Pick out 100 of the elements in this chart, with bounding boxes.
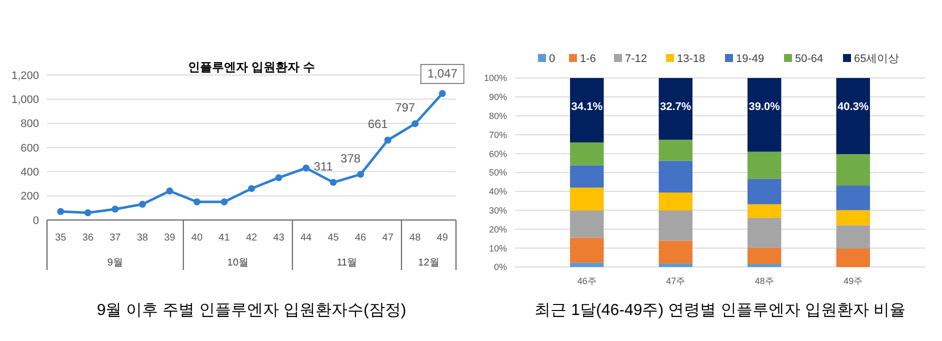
data-label: 311 bbox=[314, 159, 334, 174]
x-tick-label: 44 bbox=[300, 232, 312, 244]
point bbox=[357, 170, 364, 178]
bar bbox=[658, 140, 692, 161]
x-tick-label: 49주 bbox=[844, 276, 863, 286]
bar bbox=[658, 160, 692, 193]
legend-label: 0 bbox=[549, 52, 556, 65]
bar bbox=[748, 152, 782, 179]
x-tick-label: 35 bbox=[55, 232, 67, 244]
y-tick-label: 0 bbox=[32, 214, 39, 227]
data-label: 40.3% bbox=[838, 100, 869, 113]
x-tick-label: 39 bbox=[164, 232, 176, 244]
y-tick-label: 1,200 bbox=[11, 70, 39, 82]
bar bbox=[836, 186, 870, 210]
y-tick-label: 60% bbox=[488, 148, 507, 159]
y-tick-label: 70% bbox=[488, 130, 507, 140]
text: 최근 1달(46-49주) 연령별 인플루엔자 입원환자 비율 bbox=[534, 302, 906, 319]
point bbox=[275, 174, 282, 182]
x-tick-label: 48주 bbox=[754, 276, 774, 286]
text: 10월 bbox=[227, 258, 248, 268]
text: 12월 bbox=[418, 258, 440, 268]
y-tick-label: 1,000 bbox=[11, 94, 39, 106]
bar bbox=[658, 210, 692, 241]
bar bbox=[570, 142, 604, 166]
y-tick-label: 600 bbox=[20, 142, 39, 154]
chart-title: 인플루엔자 입원환자 수 bbox=[188, 60, 315, 74]
x-tick-label: 42 bbox=[246, 232, 258, 244]
point bbox=[193, 198, 200, 206]
y-tick-label: 100% bbox=[484, 73, 507, 84]
y-tick-label: 0% bbox=[494, 262, 507, 272]
bar bbox=[658, 192, 692, 210]
data-label: 1,047 bbox=[427, 66, 458, 80]
bar bbox=[570, 78, 604, 142]
y-tick-label: 800 bbox=[20, 118, 39, 130]
x-tick-label: 46주 bbox=[577, 276, 596, 286]
legend-label: 1-6 bbox=[580, 52, 596, 65]
bar bbox=[748, 78, 782, 152]
x-tick-label: 48 bbox=[410, 232, 422, 244]
y-tick-label: 400 bbox=[20, 166, 39, 179]
text: 9월 이후 주별 인플루엔자 입원환자수(잠정) bbox=[96, 302, 406, 319]
y-tick-label: 30% bbox=[488, 205, 507, 216]
data-label: 661 bbox=[368, 117, 388, 132]
bar bbox=[748, 248, 782, 264]
y-tick-label: 40% bbox=[488, 186, 507, 197]
point bbox=[384, 136, 392, 144]
point bbox=[138, 200, 146, 208]
x-tick-label: 47주 bbox=[666, 276, 686, 286]
bar bbox=[836, 154, 870, 186]
y-tick-label: 50% bbox=[488, 168, 507, 178]
point bbox=[112, 206, 119, 213]
point bbox=[166, 188, 174, 194]
data-label: 32.7% bbox=[660, 100, 692, 113]
y-tick-label: 80% bbox=[488, 110, 507, 121]
point bbox=[220, 198, 228, 206]
point bbox=[302, 164, 310, 172]
bar bbox=[836, 225, 870, 248]
point bbox=[412, 120, 419, 128]
y-tick-label: 20% bbox=[488, 224, 507, 234]
bar bbox=[570, 238, 604, 263]
bar bbox=[658, 240, 692, 264]
bar bbox=[836, 210, 870, 226]
bar bbox=[658, 78, 692, 140]
data-label: 34.1% bbox=[571, 100, 603, 113]
bar bbox=[570, 188, 604, 210]
bar bbox=[836, 248, 870, 267]
point bbox=[248, 185, 255, 192]
bar bbox=[570, 210, 604, 238]
bar bbox=[570, 262, 604, 267]
legend-label: 7-12 bbox=[625, 52, 648, 65]
y-tick-label: 90% bbox=[488, 92, 507, 102]
legend-label: 65세이상 bbox=[854, 52, 900, 65]
legend-label: 13-18 bbox=[677, 52, 706, 65]
bar bbox=[748, 178, 782, 204]
bar bbox=[748, 218, 782, 248]
point bbox=[57, 208, 64, 216]
x-tick-label: 47 bbox=[382, 232, 394, 244]
y-tick-label: 200 bbox=[20, 190, 39, 203]
point bbox=[330, 178, 337, 186]
bar bbox=[748, 264, 782, 267]
x-tick-label: 49 bbox=[436, 232, 448, 244]
x-tick-label: 40 bbox=[191, 232, 203, 244]
text: 11월 bbox=[336, 258, 358, 268]
x-tick-label: 38 bbox=[136, 232, 148, 244]
legend-label: 50-64 bbox=[795, 52, 824, 65]
legend-label: 19-49 bbox=[736, 52, 764, 65]
text: 9월 bbox=[107, 258, 123, 268]
bar bbox=[836, 78, 870, 154]
bar bbox=[748, 204, 782, 218]
bar bbox=[570, 165, 604, 188]
point bbox=[84, 209, 92, 216]
x-tick-label: 43 bbox=[273, 232, 285, 244]
y-tick-label: 10% bbox=[488, 243, 507, 254]
x-tick-label: 37 bbox=[110, 232, 122, 244]
data-label: 378 bbox=[340, 151, 361, 166]
x-tick-label: 41 bbox=[218, 232, 230, 244]
data-label: 797 bbox=[395, 100, 416, 115]
x-tick-label: 45 bbox=[328, 232, 340, 244]
bar bbox=[658, 263, 692, 267]
point bbox=[438, 90, 446, 97]
x-tick-label: 36 bbox=[82, 232, 94, 244]
